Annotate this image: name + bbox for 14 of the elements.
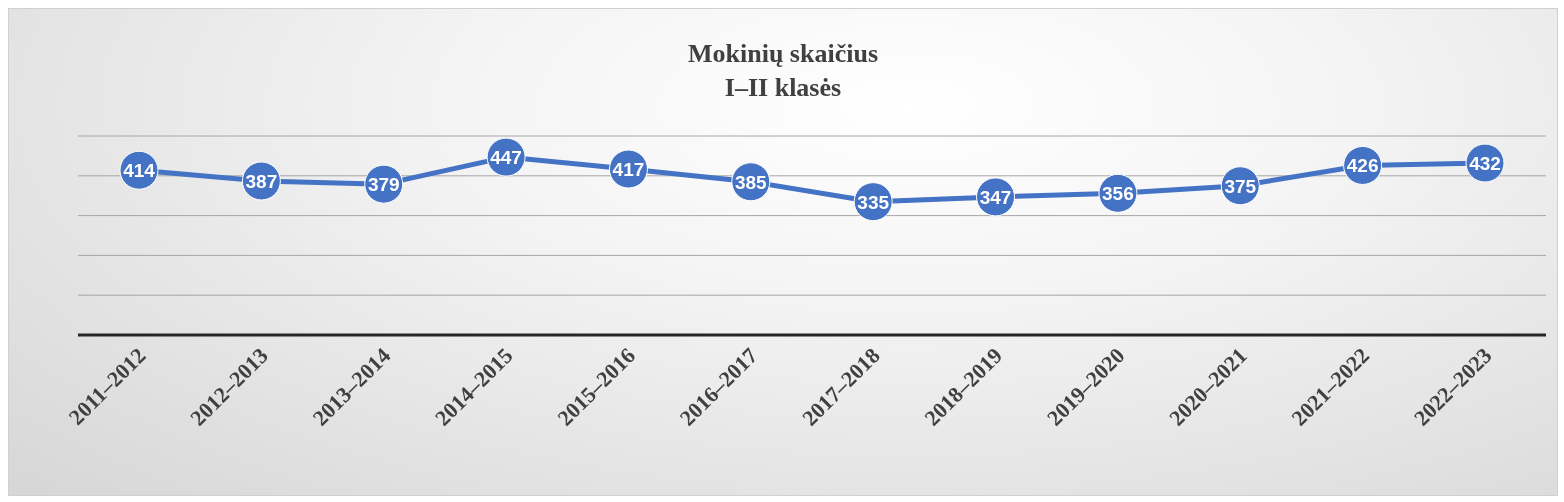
data-label: 432: [1469, 153, 1501, 175]
data-label: 426: [1346, 155, 1379, 177]
data-label: 335: [857, 191, 890, 213]
data-label: 447: [490, 147, 522, 169]
chart-title: Mokinių skaičius: [687, 38, 879, 70]
data-label: 356: [1102, 183, 1134, 205]
data-label: 379: [367, 174, 400, 196]
data-label: 414: [123, 160, 156, 182]
chart-subtitle: I–II klasės: [723, 72, 843, 104]
data-label: 385: [734, 171, 768, 193]
data-label: 375: [1224, 175, 1257, 197]
data-label: 417: [612, 159, 645, 181]
data-label: 347: [979, 186, 1012, 208]
data-label: 387: [245, 170, 278, 192]
